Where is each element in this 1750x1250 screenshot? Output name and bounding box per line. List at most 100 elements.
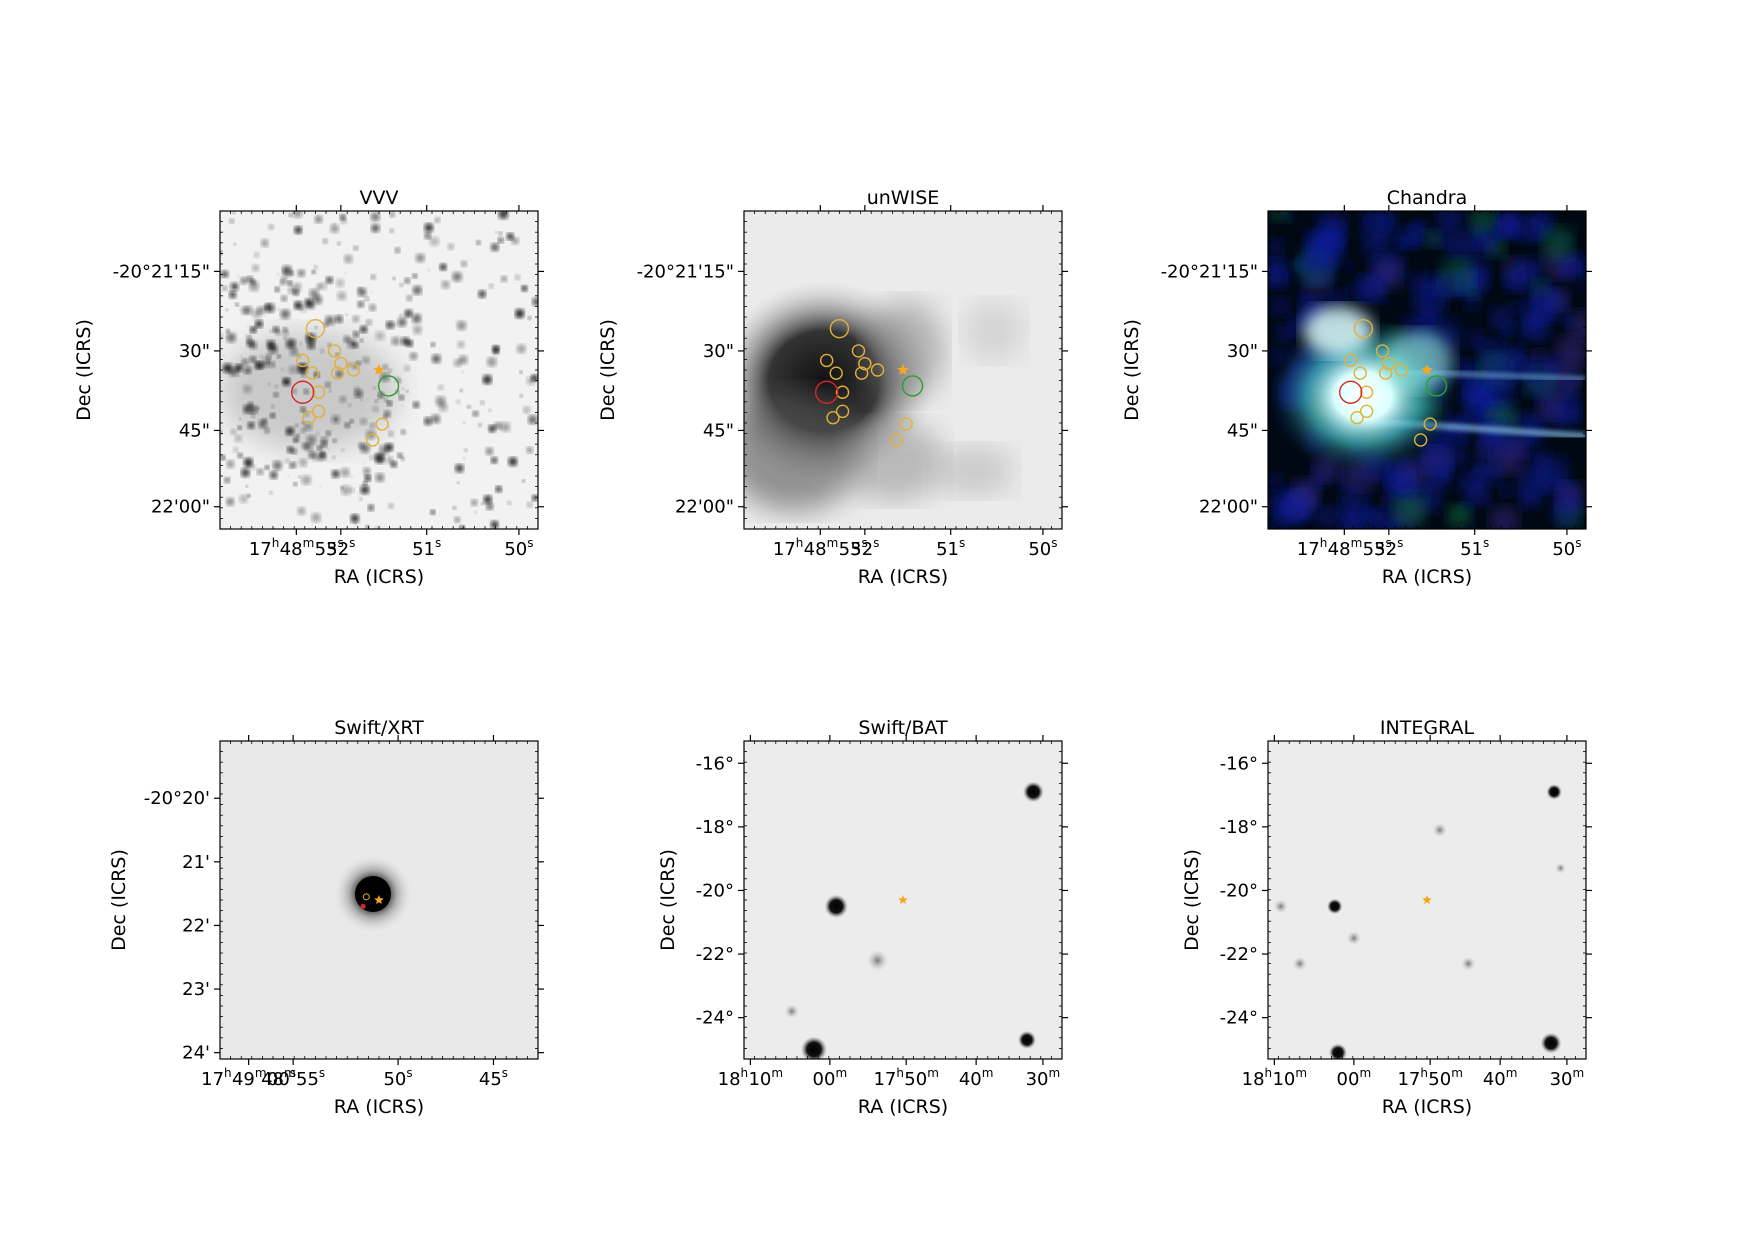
y-tick-label: 22'	[182, 915, 210, 936]
star	[478, 422, 483, 427]
candidate-circle	[826, 411, 840, 425]
y-tick-label: -18°	[696, 817, 734, 838]
x-tick-label: 18h 10m	[718, 1066, 783, 1090]
panel-title: Swift/XRT	[334, 717, 424, 739]
star	[456, 320, 467, 331]
star	[374, 399, 378, 403]
candidate-circle	[305, 318, 326, 339]
star	[320, 450, 325, 455]
star	[276, 273, 280, 276]
star	[516, 344, 526, 354]
star	[290, 461, 297, 469]
x-tick-label: 17h 48m 53s	[1297, 536, 1392, 560]
star	[260, 239, 269, 247]
star	[386, 456, 394, 464]
x-tick-label: 17h 48m 53s	[773, 536, 868, 560]
star	[351, 341, 356, 346]
x-tick-label: 52s	[850, 536, 879, 560]
target-star-icon	[897, 364, 909, 375]
candidate-circle	[362, 893, 370, 901]
star	[358, 497, 363, 501]
star	[480, 502, 484, 506]
star	[270, 404, 275, 409]
y-tick-label: 22'00"	[675, 497, 734, 518]
star	[292, 289, 300, 296]
star	[438, 402, 448, 412]
candidate-circle	[1423, 417, 1437, 431]
star	[352, 331, 360, 338]
star	[336, 370, 343, 378]
star	[293, 482, 298, 487]
star	[461, 370, 464, 373]
star	[320, 349, 324, 353]
star	[297, 269, 306, 277]
x-tick-label: 17h 50m	[873, 1066, 938, 1090]
panel-title: Chandra	[1387, 187, 1468, 209]
star	[452, 271, 463, 282]
star	[229, 218, 235, 224]
star	[399, 313, 403, 317]
star	[397, 452, 403, 459]
star	[339, 395, 347, 403]
x-tick-label: 40m	[1483, 1066, 1518, 1090]
y-axis-label: Dec (ICRS)	[597, 319, 619, 421]
star	[389, 228, 394, 234]
star	[305, 333, 316, 344]
star	[230, 282, 239, 291]
y-axis-label: Dec (ICRS)	[1181, 849, 1203, 951]
x-axis-label: RA (ICRS)	[334, 566, 424, 588]
y-tick-label: -20°21'15"	[1161, 261, 1258, 282]
star	[277, 307, 280, 311]
star	[315, 432, 320, 436]
star	[498, 231, 503, 236]
star	[353, 245, 359, 251]
star	[488, 424, 496, 433]
star	[507, 500, 512, 505]
star	[316, 283, 322, 290]
source-blob	[1555, 862, 1566, 874]
star	[344, 422, 351, 429]
y-tick-label: 22'00"	[1199, 497, 1258, 518]
star	[506, 232, 515, 241]
star	[259, 355, 263, 359]
x-tick-label: 51s	[936, 536, 965, 560]
star	[314, 215, 323, 224]
y-tick-label: 45"	[179, 420, 210, 441]
star	[294, 226, 303, 234]
star	[488, 283, 494, 289]
star	[247, 401, 254, 408]
green-circle	[377, 375, 400, 397]
y-tick-label: -18°	[1220, 817, 1258, 838]
star	[210, 485, 219, 494]
star	[364, 474, 372, 482]
candidate-circle	[829, 318, 850, 339]
panel-swift-xrt: Swift/XRT-20°20'21'22'23'24'17h 49m 00s …	[108, 717, 544, 1118]
star	[320, 441, 328, 448]
star	[252, 264, 259, 272]
star	[254, 361, 263, 370]
star	[514, 308, 525, 319]
y-tick-label: -20°	[696, 880, 734, 901]
star	[357, 300, 364, 308]
star	[254, 252, 260, 258]
star	[340, 448, 345, 453]
star	[274, 384, 279, 389]
star	[495, 485, 503, 493]
star	[523, 406, 531, 414]
target-star-icon	[373, 364, 385, 375]
star	[226, 329, 231, 334]
star	[486, 502, 494, 511]
star	[423, 417, 433, 426]
y-tick-label: 30"	[1227, 341, 1258, 362]
y-tick-label: -20°21'15"	[113, 261, 210, 282]
star	[336, 421, 339, 425]
star	[249, 356, 257, 363]
star	[411, 313, 422, 324]
star	[280, 295, 288, 302]
star	[272, 460, 283, 471]
star	[313, 265, 318, 269]
candidate-circle	[851, 344, 866, 358]
star	[490, 456, 498, 464]
source-blob	[1540, 1032, 1562, 1054]
